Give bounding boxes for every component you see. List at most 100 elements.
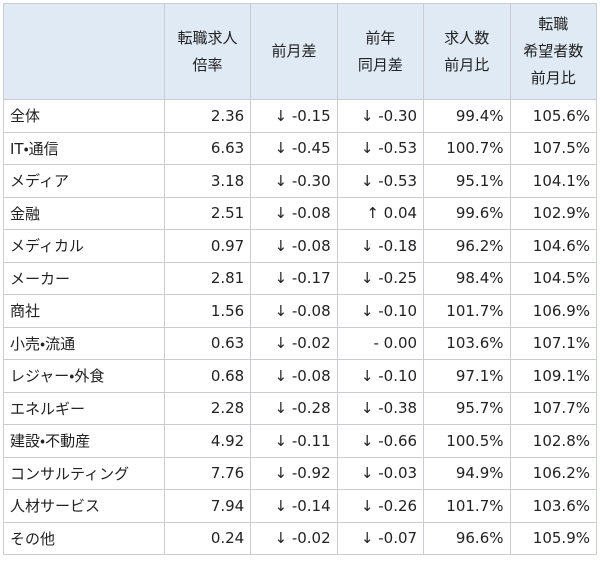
header-cell: 転職求人 倍率 [163, 3, 252, 100]
cell: 7.76 [163, 456, 252, 490]
header-line: 前月比 [530, 69, 576, 87]
cell: 4.92 [163, 424, 252, 458]
cell: 106.9% [509, 294, 597, 328]
row-label: メーカー [3, 261, 165, 295]
cell: 100.7% [423, 131, 511, 165]
cell: ↓ -0.10 [336, 294, 425, 328]
row-label: 小売・流通 [3, 326, 165, 360]
cell: ↓ -0.07 [336, 521, 425, 555]
cell: 102.8% [509, 424, 597, 458]
cell: ↓ -0.10 [336, 359, 425, 393]
row-label: 商社 [3, 294, 165, 328]
cell: 105.6% [509, 99, 597, 133]
cell: ↓ -0.38 [336, 391, 425, 425]
cell: 3.18 [163, 164, 252, 198]
page-body: {"table": { "header": [["転職求人","倍率"],["前… [0, 3, 600, 562]
table-row: メディア 3.18 ↓ -0.30 ↓ -0.53 95.1% 104.1% [3, 164, 597, 198]
table-row: その他 0.24 ↓ -0.02 ↓ -0.07 96.6% 105.9% [3, 521, 597, 555]
cell: 2.81 [163, 261, 252, 295]
cell: ↓ -0.66 [336, 424, 425, 458]
table-row: レジャー・外食 0.68 ↓ -0.08 ↓ -0.10 97.1% 109.1% [3, 359, 597, 393]
cell: 103.6% [509, 489, 597, 523]
cell: 0.63 [163, 326, 252, 360]
cell: 98.4% [423, 261, 511, 295]
header-row: 転職求人 倍率 前月差 前年 同月差 求人数 前月比 転職 希望者数 前月比 [3, 3, 597, 100]
cell: 100.5% [423, 424, 511, 458]
table-row: 人材サービス 7.94 ↓ -0.14 ↓ -0.26 101.7% 103.6% [3, 489, 597, 523]
cell: 2.28 [163, 391, 252, 425]
table-row: メディカル 0.97 ↓ -0.08 ↓ -0.18 96.2% 104.6% [3, 229, 597, 263]
cell: 2.51 [163, 196, 252, 230]
cell: 107.1% [509, 326, 597, 360]
header-cell: 求人数 前月比 [423, 3, 511, 100]
row-label: 全体 [3, 99, 165, 133]
header-line: 希望者数 [523, 42, 584, 60]
cell: ↓ -0.17 [250, 261, 338, 295]
cell: ↓ -0.08 [250, 196, 338, 230]
row-label: エネルギー [3, 391, 165, 425]
cell: 104.5% [509, 261, 597, 295]
cell: ↓ -0.28 [250, 391, 338, 425]
data-table: 転職求人 倍率 前月差 前年 同月差 求人数 前月比 転職 希望者数 前月比 全体 2.36 ↓ -0… [3, 3, 597, 555]
corner-cell [3, 3, 165, 100]
cell: 104.1% [509, 164, 597, 198]
cell: ↓ -0.26 [336, 489, 425, 523]
header-line: 転職求人 [177, 28, 238, 47]
header-line: 前月差 [271, 42, 317, 60]
cell: 7.94 [163, 489, 252, 523]
row-label: IT・通信 [3, 131, 165, 165]
table-header: 転職求人 倍率 前月差 前年 同月差 求人数 前月比 転職 希望者数 前月比 [3, 3, 597, 100]
cell: ↓ -0.02 [250, 326, 338, 360]
cell: 104.6% [509, 229, 597, 263]
cell: ↓ -0.11 [250, 424, 338, 458]
table-row: 全体 2.36 ↓ -0.15 ↓ -0.30 99.4% 105.6% [3, 99, 597, 133]
row-label: コンサルティング [3, 456, 165, 490]
cell: - 0.00 [336, 326, 425, 360]
cell: 1.56 [163, 294, 252, 328]
cell: ↓ -0.53 [336, 131, 425, 165]
cell: 107.7% [509, 391, 597, 425]
cell: 99.4% [423, 99, 511, 133]
cell: ↓ -0.25 [336, 261, 425, 295]
cell: 96.2% [423, 229, 511, 263]
header-line: 転職 [538, 15, 569, 33]
table-row: コンサルティング 7.76 ↓ -0.92 ↓ -0.03 94.9% 106.2% [3, 456, 597, 490]
row-label: メディア [3, 164, 165, 198]
cell: ↓ -0.15 [250, 99, 338, 133]
cell: 101.7% [423, 489, 511, 523]
header-line: 前年 [365, 28, 396, 47]
cell: ↑ 0.04 [336, 196, 425, 230]
cell: 99.6% [423, 196, 511, 230]
cell: 95.1% [423, 164, 511, 198]
cell: 0.68 [163, 359, 252, 393]
header-cell: 前月差 [250, 3, 338, 100]
cell: ↓ -0.18 [336, 229, 425, 263]
cell: ↓ -0.45 [250, 131, 338, 165]
row-label: メディカル [3, 229, 165, 263]
row-label: その他 [3, 521, 165, 555]
table-row: 金融 2.51 ↓ -0.08 ↑ 0.04 99.6% 102.9% [3, 196, 597, 230]
header-line: 求人数 [444, 28, 490, 47]
header-line: 同月差 [357, 55, 403, 74]
cell: ↓ -0.08 [250, 359, 338, 393]
cell: 2.36 [163, 99, 252, 133]
header-line: 前月比 [444, 55, 490, 74]
table-row: エネルギー 2.28 ↓ -0.28 ↓ -0.38 95.7% 107.7% [3, 391, 597, 425]
cell: ↓ -0.08 [250, 229, 338, 263]
header-cell: 前年 同月差 [336, 3, 425, 100]
cell: 106.2% [509, 456, 597, 490]
table-row: メーカー 2.81 ↓ -0.17 ↓ -0.25 98.4% 104.5% [3, 261, 597, 295]
cell: 102.9% [509, 196, 597, 230]
cell: 0.97 [163, 229, 252, 263]
cell: ↓ -0.03 [336, 456, 425, 490]
row-label: 建設・不動産 [3, 424, 165, 458]
cell: ↓ -0.30 [250, 164, 338, 198]
cell: 96.6% [423, 521, 511, 555]
table-body: 全体 2.36 ↓ -0.15 ↓ -0.30 99.4% 105.6% IT・通信 6.63… [3, 99, 597, 555]
cell: 101.7% [423, 294, 511, 328]
cell: ↓ -0.92 [250, 456, 338, 490]
cell: 97.1% [423, 359, 511, 393]
row-label: 金融 [3, 196, 165, 230]
cell: ↓ -0.53 [336, 164, 425, 198]
